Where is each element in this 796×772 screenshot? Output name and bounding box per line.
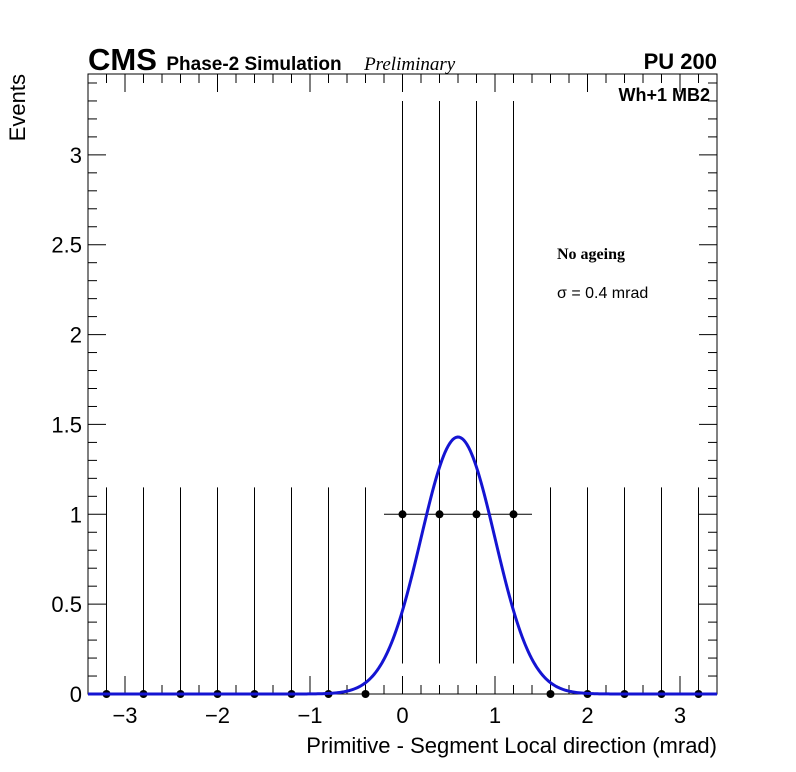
x-tick-label: 2 [581, 703, 593, 728]
data-point [509, 510, 518, 519]
gaussian-fit-line [88, 435, 717, 696]
y-axis-ticks: 0 0.5 1 1.5 2 2.5 3 [51, 143, 717, 707]
y-axis-label: Events [5, 74, 30, 141]
x-axis-label: Primitive - Segment Local direction (mra… [306, 733, 717, 758]
y-tick-label: 0 [70, 682, 82, 707]
x-tick-label: 1 [489, 703, 501, 728]
status-label: Preliminary [363, 54, 456, 75]
data-point [435, 510, 444, 519]
header-line: CMS Phase-2 Simulation Preliminary [88, 42, 456, 77]
y-tick-label: 1 [70, 502, 82, 527]
fit-curve [88, 435, 717, 696]
x-tick-label: −2 [205, 703, 230, 728]
ageing-label: No ageing [557, 246, 625, 263]
data-point [472, 510, 481, 519]
region-label: Wh+1 MB2 [618, 85, 710, 105]
minor-ticks [87, 74, 718, 694]
x-tick-label: −1 [297, 703, 322, 728]
error-bars [106, 100, 699, 694]
pileup-label: PU 200 [644, 49, 717, 74]
data-point [398, 510, 407, 519]
x-tick-label: −3 [112, 703, 137, 728]
y-tick-label: 0.5 [51, 592, 82, 617]
sigma-label: σ = 0.4 mrad [557, 285, 648, 302]
y-tick-label: 2 [70, 323, 82, 348]
y-tick-label: 2.5 [51, 233, 82, 258]
y-tick-label: 3 [70, 143, 82, 168]
subtitle: Phase-2 Simulation [166, 54, 341, 75]
x-tick-label: 3 [674, 703, 686, 728]
x-axis-ticks: −3 −2 −1 0 1 2 3 [112, 74, 686, 728]
data-point [546, 690, 555, 698]
data-point [361, 690, 370, 698]
cms-logo-text: CMS [88, 42, 157, 77]
x-tick-label: 0 [396, 703, 408, 728]
y-tick-label: 1.5 [51, 412, 82, 437]
